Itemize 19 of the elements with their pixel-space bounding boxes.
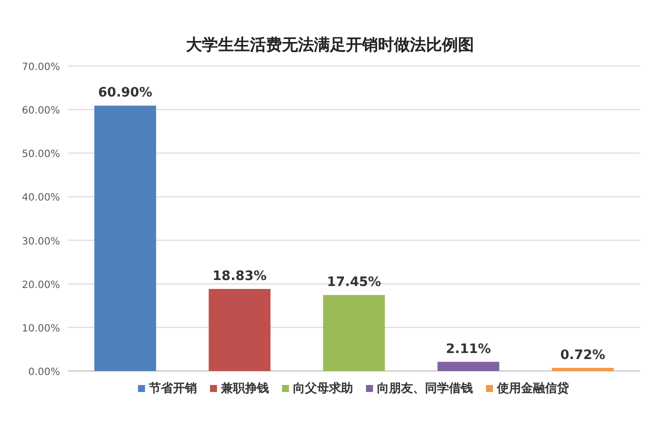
- data-label: 60.90%: [98, 86, 152, 101]
- y-tick-label: 10.00%: [22, 323, 60, 334]
- y-tick-label: 50.00%: [22, 149, 60, 160]
- legend-label: 向父母求助: [293, 381, 353, 395]
- data-label: 0.72%: [560, 348, 606, 363]
- legend-label: 兼职挣钱: [220, 381, 269, 395]
- data-label: 18.83%: [212, 268, 267, 284]
- legend-label: 节省开销: [148, 381, 197, 395]
- legend-label: 向朋友、同学借钱: [377, 381, 473, 395]
- legend-label: 使用金融信贷: [496, 381, 569, 395]
- data-label: 2.11%: [446, 342, 491, 357]
- y-tick-label: 0.00%: [28, 367, 60, 378]
- y-tick-label: 20.00%: [22, 280, 60, 291]
- y-tick-label: 30.00%: [22, 236, 60, 248]
- data-label: 17.45%: [326, 274, 382, 290]
- y-tick-label: 60.00%: [22, 106, 60, 117]
- y-tick-label: 70.00%: [22, 62, 60, 73]
- y-tick-label: 40.00%: [22, 192, 60, 204]
- chart-title: 大学生生活费无法满足开销时做法比例图: [186, 35, 474, 54]
